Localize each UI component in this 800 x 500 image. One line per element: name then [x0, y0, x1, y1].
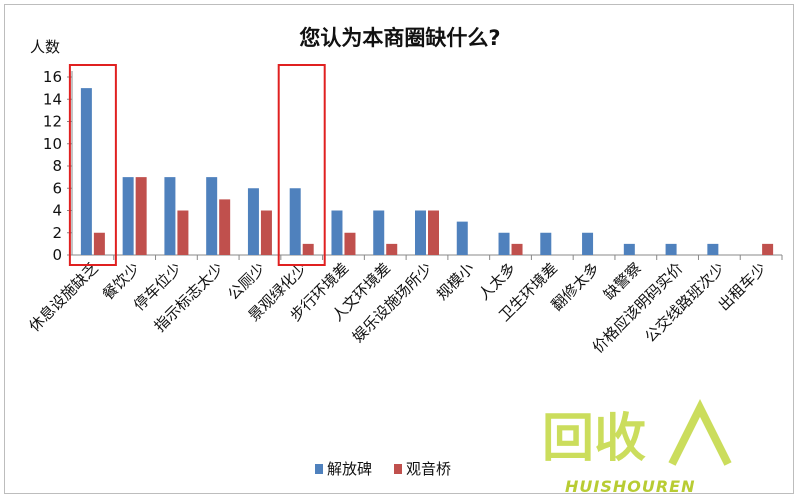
legend-swatch-series-1: [315, 463, 323, 474]
bar-2-3: [177, 210, 189, 255]
bar-1-5: [247, 188, 259, 255]
bar-1-13: [582, 232, 594, 255]
y-tick-label: 14: [43, 90, 62, 108]
bar-2-9: [428, 210, 439, 255]
bar-1-15: [665, 243, 677, 255]
bar-2-5: [260, 210, 272, 255]
legend-label-series-2: 观音桥: [406, 460, 452, 478]
bar-1-4: [206, 177, 218, 255]
x-tick-label: 规模小: [433, 259, 478, 304]
bar-2-4: [219, 199, 231, 255]
y-tick-label: 8: [52, 157, 62, 175]
watermark-sub-text: HUISHOUREN: [565, 477, 696, 496]
y-axis-label: 人数: [30, 38, 61, 56]
legend-label-series-1: 解放碑: [327, 460, 373, 478]
bar-1-16: [707, 243, 719, 255]
legend-swatch-series-2: [394, 463, 403, 474]
y-tick-label: 10: [43, 135, 62, 153]
bar-1-8: [373, 210, 385, 255]
y-tick-label: 6: [52, 179, 62, 197]
bar-2-7: [344, 232, 356, 255]
highlight-box-2: [277, 64, 326, 266]
bar-1-11: [498, 232, 510, 255]
bar-1-3: [164, 177, 176, 255]
legend-item-series-2: 观音桥: [394, 458, 451, 479]
legend-item-series-1: 解放碑: [315, 458, 372, 479]
bar-2-11: [511, 243, 523, 255]
y-tick-label: 0: [52, 246, 62, 264]
highlight-box-1: [68, 64, 117, 266]
legend: 解放碑 观音桥: [315, 458, 451, 479]
bar-1-7: [331, 210, 343, 255]
bar-1-9: [415, 210, 426, 255]
bar-2-1: [93, 232, 105, 255]
bar-2-6: [302, 243, 314, 255]
watermark-chevron-icon: [668, 399, 732, 466]
x-tick-label: 休息设施缺乏: [25, 259, 101, 335]
bar-1-6: [289, 188, 301, 255]
bar-1-12: [540, 232, 552, 255]
bar-2-8: [386, 243, 398, 255]
bar-1-10: [456, 221, 468, 255]
y-tick-label: 12: [43, 113, 62, 131]
watermark-logo: 回收: [542, 399, 732, 469]
bar-1-1: [80, 88, 92, 255]
y-tick-label: 4: [52, 202, 62, 220]
bar-1-2: [122, 177, 134, 255]
bar-2-17: [762, 243, 774, 255]
watermark-main-text: 回收: [542, 409, 646, 469]
y-tick-label: 16: [43, 68, 62, 86]
bar-1-14: [623, 243, 635, 255]
y-tick-label: 2: [52, 224, 62, 242]
chart-title: 您认为本商圈缺什么?: [299, 26, 501, 50]
bar-2-2: [135, 177, 147, 255]
